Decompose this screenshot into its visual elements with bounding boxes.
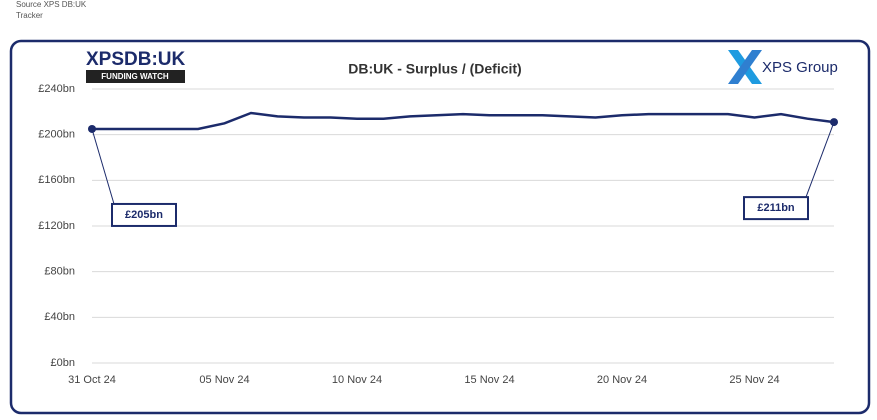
chart-title: DB:UK - Surplus / (Deficit) xyxy=(348,61,521,77)
data-line xyxy=(92,111,835,131)
callout-box xyxy=(111,202,177,227)
company-name: XPS Group xyxy=(762,59,838,76)
y-tick-label: £120bn xyxy=(38,220,75,232)
y-tick-label: £40bn xyxy=(44,311,75,323)
end-marker xyxy=(88,124,96,133)
x-tick-label: 31 Oct 24 xyxy=(68,374,116,386)
x-tick-label: 20 Nov 24 xyxy=(597,374,647,386)
callout-line xyxy=(805,121,835,198)
value-label: £205bn xyxy=(125,209,163,221)
value-label: £211bn xyxy=(757,202,795,214)
company-icon xyxy=(728,50,762,84)
y-tick-label: £240bn xyxy=(38,83,75,95)
y-tick-label: £80bn xyxy=(44,266,75,278)
x-tick-label: 15 Nov 24 xyxy=(464,374,514,386)
chart-frame xyxy=(9,39,871,415)
callout-line xyxy=(91,128,115,205)
end-marker xyxy=(830,118,838,127)
callout-box xyxy=(743,196,809,221)
tagline: FUNDING WATCH xyxy=(101,72,169,81)
brand-logo: XPSDB:UK xyxy=(86,49,186,70)
source-text: Tracker xyxy=(16,11,43,20)
tagline-bg xyxy=(86,70,185,83)
source-text: Source XPS DB:UK xyxy=(16,0,87,9)
x-tick-label: 25 Nov 24 xyxy=(729,374,779,386)
y-tick-label: £160bn xyxy=(38,174,75,186)
y-tick-label: £0bn xyxy=(51,357,75,369)
y-tick-label: £200bn xyxy=(38,129,75,141)
x-tick-label: 10 Nov 24 xyxy=(332,374,382,386)
x-tick-label: 05 Nov 24 xyxy=(199,374,249,386)
